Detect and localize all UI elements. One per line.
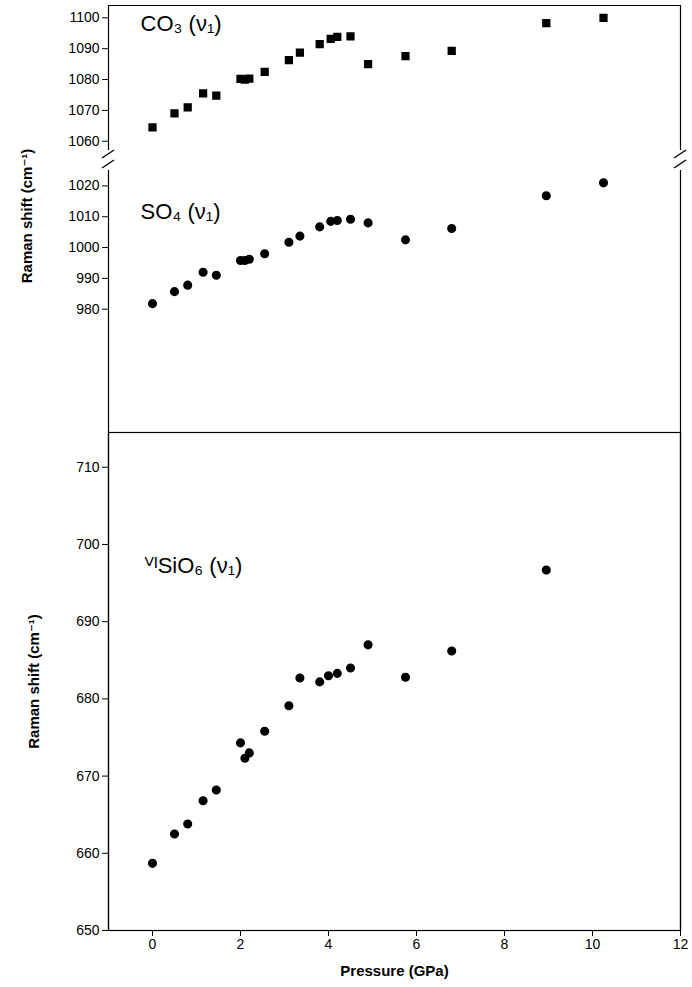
svg-text:1080: 1080 [68,71,99,87]
svg-text:4: 4 [325,936,333,952]
svg-text:Raman shift (cm⁻¹): Raman shift (cm⁻¹) [25,614,42,749]
svg-text:Pressure (GPa): Pressure (GPa) [340,962,448,979]
svg-text:660: 660 [76,845,100,861]
svg-text:ⱽᴵSiO₆ (ν₁): ⱽᴵSiO₆ (ν₁) [145,553,243,578]
svg-text:1100: 1100 [69,9,99,25]
svg-text:8: 8 [501,936,509,952]
svg-text:SO₄ (ν₁): SO₄ (ν₁) [141,199,221,224]
svg-text:2: 2 [237,936,245,952]
svg-text:670: 670 [76,768,100,784]
svg-text:6: 6 [413,936,421,952]
svg-text:1070: 1070 [68,102,99,118]
svg-text:700: 700 [76,536,100,552]
svg-text:1060: 1060 [68,133,99,149]
svg-text:1000: 1000 [68,239,99,255]
svg-text:680: 680 [76,690,100,706]
svg-text:1090: 1090 [68,40,99,56]
svg-text:1010: 1010 [68,208,99,224]
svg-text:650: 650 [76,922,100,938]
svg-text:0: 0 [149,936,157,952]
svg-text:710: 710 [76,459,100,475]
svg-text:690: 690 [76,613,100,629]
svg-text:CO₃ (ν₁): CO₃ (ν₁) [141,11,222,36]
svg-text:1020: 1020 [68,177,99,193]
svg-text:990: 990 [76,270,100,286]
svg-text:Raman shift (cm⁻¹): Raman shift (cm⁻¹) [18,149,35,284]
svg-text:10: 10 [585,936,601,952]
svg-text:12: 12 [673,936,689,952]
svg-text:980: 980 [76,301,100,317]
